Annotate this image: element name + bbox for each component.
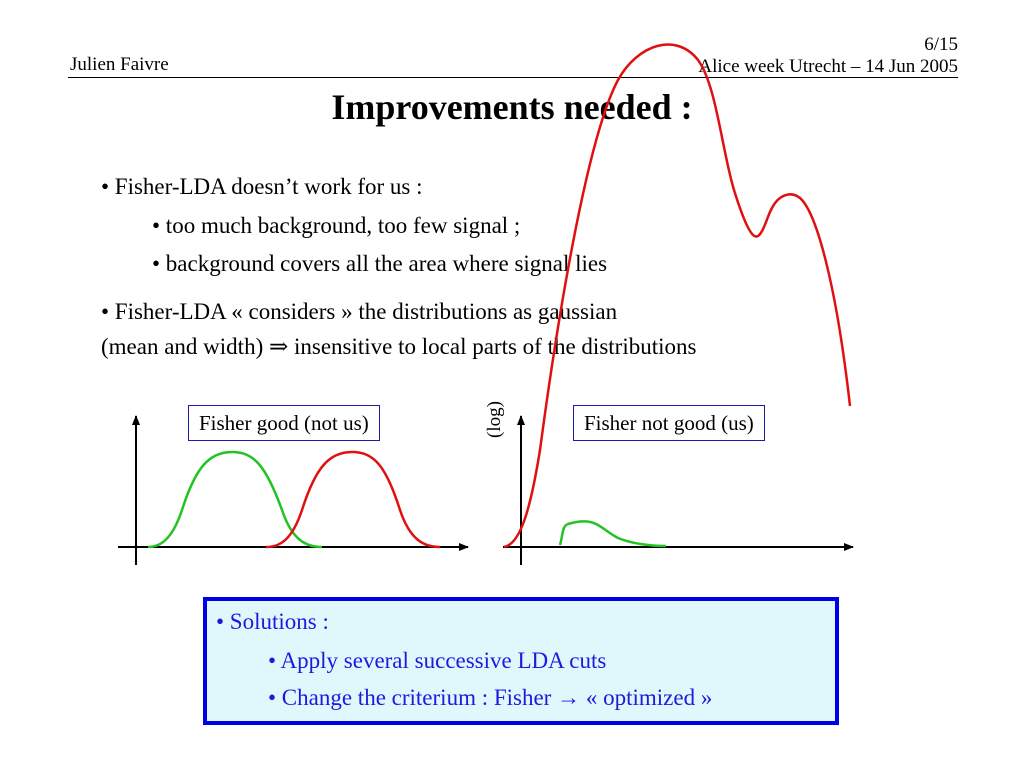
solutions-heading: • Solutions : [216, 609, 329, 634]
solutions-box: • Solutions : • Apply several successive… [203, 597, 839, 725]
right-plot [503, 43, 854, 565]
bullet-gaussian-continued: (mean and width) ⇒ insensitive to local … [101, 334, 697, 359]
sub-bullet-coverage: • background covers all the area where s… [152, 251, 608, 276]
sub-bullet-background: • too much background, too few signal ; [152, 213, 521, 238]
bullet-gaussian: • Fisher-LDA « considers » the distribut… [101, 299, 618, 324]
left-plot [118, 415, 469, 565]
header-divider [68, 77, 958, 78]
left-signal-curve [147, 450, 323, 549]
solution-item-lda-cuts: • Apply several successive LDA cuts [268, 648, 607, 673]
label-fisher-not-good: Fisher not good (us) [573, 405, 765, 441]
label-fisher-good: Fisher good (not us) [188, 405, 380, 441]
left-background-curve [265, 450, 441, 549]
right-signal-curve [558, 520, 667, 548]
right-background-curve [503, 43, 852, 549]
event-info: Alice week Utrecht – 14 Jun 2005 [698, 56, 958, 77]
y-axis-log-label: (log) [484, 401, 505, 438]
slide-title: Improvements needed : [331, 87, 693, 127]
bullet-fisher-fails: • Fisher-LDA doesn’t work for us : [101, 174, 423, 199]
solution-item-criterium: • Change the criterium : Fisher → « opti… [268, 685, 713, 710]
page-number: 6/15 [924, 34, 958, 55]
author-name: Julien Faivre [70, 54, 169, 75]
